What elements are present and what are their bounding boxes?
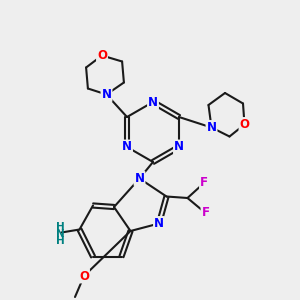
Text: N: N [56,229,64,239]
Text: F: F [200,176,208,190]
Text: H: H [56,222,64,232]
Text: N: N [101,88,112,101]
Text: O: O [239,118,250,131]
Text: N: N [154,217,164,230]
Text: H: H [56,236,64,246]
Text: N: N [148,95,158,109]
Text: N: N [134,172,145,185]
Text: O: O [97,49,107,62]
Text: N: N [122,140,132,154]
Text: F: F [202,206,209,220]
Text: O: O [79,269,89,283]
Text: N: N [174,140,184,154]
Text: N: N [206,121,217,134]
